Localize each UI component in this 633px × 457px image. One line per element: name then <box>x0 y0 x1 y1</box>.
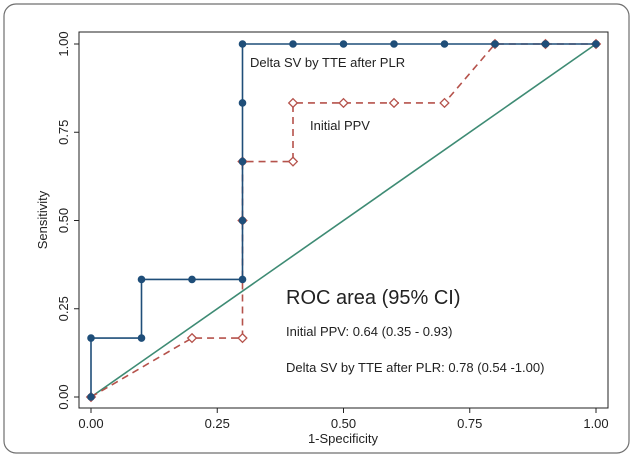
delta-sv-point <box>592 40 600 48</box>
initial-ppv-point <box>439 97 450 109</box>
y-tick-label: 0.00 <box>56 384 71 409</box>
delta-sv-point <box>238 275 247 284</box>
label-delta-sv: Delta SV by TTE after PLR <box>250 55 405 70</box>
delta-sv-point <box>87 393 95 401</box>
delta-sv-point <box>289 40 297 48</box>
delta-sv-point <box>491 40 499 48</box>
delta-sv-point <box>137 334 146 342</box>
x-tick-label: 0.75 <box>457 416 482 431</box>
delta-sv-point <box>541 40 550 48</box>
delta-sv-point <box>188 275 196 284</box>
initial-ppv-point <box>237 332 248 344</box>
delta-sv-point <box>440 40 449 48</box>
series-layer <box>85 38 602 403</box>
initial-ppv-point <box>186 332 198 344</box>
delta-sv-point <box>339 40 348 48</box>
delta-sv-point <box>238 99 247 107</box>
delta-sv-point <box>137 275 146 284</box>
y-tick-label: 0.50 <box>56 208 71 233</box>
initial-ppv-point <box>388 97 400 109</box>
series-line-2 <box>90 43 597 398</box>
x-axis-title: 1-Specificity <box>308 431 379 446</box>
delta-sv-point <box>390 40 398 48</box>
delta-sv-point <box>87 334 95 342</box>
roc-area-delta: Delta SV by TTE after PLR: 0.78 (0.54 -1… <box>286 360 544 375</box>
y-tick-label: 1.00 <box>56 31 71 56</box>
delta-sv-point <box>238 216 247 225</box>
x-tick-label: 0.25 <box>205 416 230 431</box>
initial-ppv-point <box>287 97 299 109</box>
roc-area-title: ROC area (95% CI) <box>286 287 461 309</box>
label-initial-ppv: Initial PPV <box>310 118 370 133</box>
x-tick-label: 0.50 <box>331 416 356 431</box>
delta-sv-point <box>238 157 247 166</box>
x-tick-label: 0.00 <box>78 416 103 431</box>
axes: 0.00 0.25 0.50 0.75 1.00 0.00 0.25 0.50 0.75 1.00 <box>56 31 609 431</box>
y-axis-title: Sensitivity <box>35 190 50 249</box>
initial-ppv-point <box>287 156 299 167</box>
roc-area-ppv: Initial PPV: 0.64 (0.35 - 0.93) <box>286 324 452 339</box>
delta-sv-point <box>238 40 247 48</box>
initial-ppv-point <box>338 97 349 109</box>
y-tick-label: 0.75 <box>56 120 71 145</box>
x-tick-label: 1.00 <box>583 416 608 431</box>
y-tick-label: 0.25 <box>56 296 71 321</box>
